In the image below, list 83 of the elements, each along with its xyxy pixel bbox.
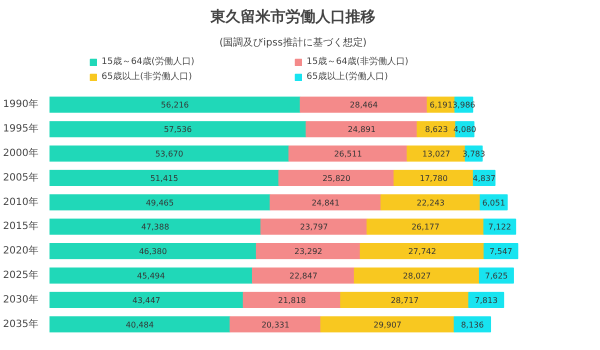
y-tick-label: 2025年 bbox=[3, 269, 39, 282]
data-label: 24,891 bbox=[348, 125, 376, 134]
data-label: 22,243 bbox=[416, 198, 445, 208]
bar bbox=[50, 145, 290, 162]
data-label: 7,122 bbox=[488, 222, 512, 232]
data-label: 20,331 bbox=[261, 320, 290, 330]
data-label: 26,511 bbox=[334, 150, 362, 159]
data-label: 45,494 bbox=[136, 272, 165, 281]
bar bbox=[50, 316, 231, 332]
data-label: 46,380 bbox=[138, 247, 167, 256]
data-label: 28,717 bbox=[390, 296, 419, 305]
y-tick-label: 1990年 bbox=[3, 98, 39, 110]
bar bbox=[483, 218, 516, 235]
bar bbox=[242, 292, 342, 308]
chart-subtitle: (国調及びipss推計に基づく想定) bbox=[219, 36, 367, 48]
bar bbox=[366, 218, 484, 235]
bar bbox=[320, 316, 455, 332]
bar bbox=[50, 267, 253, 284]
data-label: 4,837 bbox=[472, 174, 496, 183]
bar bbox=[50, 96, 301, 113]
y-tick-label: 1995年 bbox=[3, 122, 39, 135]
data-label: 25,820 bbox=[322, 174, 350, 183]
data-label: 29,907 bbox=[374, 320, 402, 330]
data-label: 13,027 bbox=[422, 150, 450, 159]
data-label: 23,797 bbox=[300, 222, 328, 232]
bar bbox=[484, 243, 518, 260]
bar bbox=[394, 170, 474, 186]
data-label: 17,780 bbox=[420, 174, 448, 183]
data-label: 7,547 bbox=[489, 247, 512, 256]
data-label: 56,216 bbox=[160, 100, 189, 110]
legend-label: 15歳～64歳(労働人口) bbox=[102, 56, 196, 68]
bar bbox=[260, 218, 368, 235]
bar bbox=[380, 194, 481, 210]
data-label: 24,841 bbox=[312, 198, 340, 208]
bar bbox=[288, 145, 408, 162]
bar bbox=[360, 243, 485, 260]
y-tick-label: 2010年 bbox=[3, 196, 39, 208]
bar bbox=[50, 292, 244, 308]
legend-label: 65歳以上(非労働人口) bbox=[102, 70, 193, 83]
bar bbox=[300, 96, 428, 113]
y-tick-label: 2015年 bbox=[3, 220, 39, 232]
data-label: 27,742 bbox=[408, 247, 436, 256]
bar bbox=[50, 121, 307, 138]
y-tick-label: 2020年 bbox=[3, 244, 39, 257]
data-label: 22,847 bbox=[289, 272, 318, 281]
data-label: 23,292 bbox=[294, 247, 322, 256]
bar bbox=[50, 243, 257, 260]
bar bbox=[230, 316, 322, 332]
legend-label: 65歳以上(労働人口) bbox=[306, 70, 389, 83]
bar bbox=[340, 292, 470, 308]
data-label: 47,388 bbox=[141, 222, 170, 232]
bar bbox=[354, 267, 480, 284]
data-label: 40,484 bbox=[126, 320, 154, 330]
bar bbox=[252, 267, 355, 284]
y-tick-label: 2035年 bbox=[3, 318, 39, 330]
data-label: 43,447 bbox=[132, 296, 160, 305]
data-label: 57,536 bbox=[164, 125, 192, 134]
bar bbox=[270, 194, 382, 210]
data-label: 49,465 bbox=[146, 198, 174, 208]
data-label: 53,670 bbox=[155, 150, 184, 159]
data-label: 7,813 bbox=[474, 296, 498, 305]
data-label: 7,625 bbox=[484, 272, 508, 281]
data-label: 8,623 bbox=[425, 125, 448, 134]
data-label: 6,191 bbox=[430, 100, 453, 110]
bar bbox=[256, 243, 361, 260]
bar bbox=[50, 194, 271, 210]
bar bbox=[278, 170, 395, 186]
data-label: 26,177 bbox=[411, 222, 440, 232]
y-tick-label: 2030年 bbox=[3, 293, 39, 306]
data-label: 21,818 bbox=[278, 296, 306, 305]
bar bbox=[306, 121, 418, 138]
bar bbox=[50, 218, 262, 235]
chart-title: 東久留米市労働人口推移 bbox=[210, 8, 376, 26]
legend-label: 15歳～64歳(非労働人口) bbox=[306, 56, 410, 68]
data-label: 51,415 bbox=[150, 174, 178, 183]
data-label: 28,027 bbox=[402, 272, 431, 281]
data-label: 6,051 bbox=[482, 198, 506, 208]
bar bbox=[454, 316, 492, 332]
data-label: 28,464 bbox=[350, 100, 378, 110]
y-tick-label: 2000年 bbox=[3, 147, 39, 160]
data-label: 8,136 bbox=[460, 320, 484, 330]
bar bbox=[50, 170, 280, 186]
y-tick-label: 2005年 bbox=[3, 171, 39, 184]
